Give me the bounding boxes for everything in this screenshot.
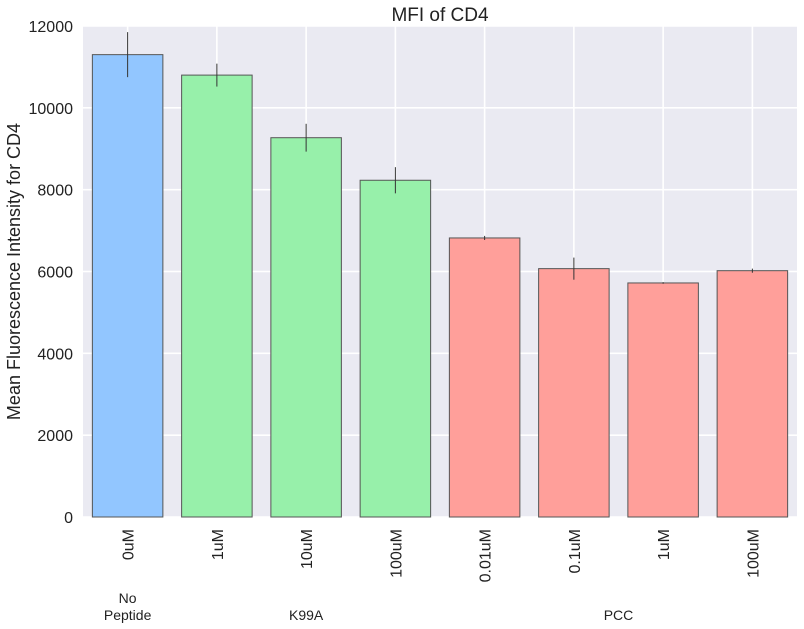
x-tick-label: 0.01uM [478, 529, 495, 582]
x-tick-label: 1uM [210, 529, 227, 560]
bar [270, 137, 342, 518]
bar [627, 282, 699, 518]
y-tick-label: 6000 [37, 265, 73, 282]
bars [91, 54, 789, 518]
error-bars [127, 32, 753, 284]
y-tick-label: 0 [64, 510, 73, 527]
x-tick-label: 0uM [121, 529, 138, 560]
group-label: Peptide [104, 607, 152, 623]
group-label: No [119, 590, 137, 606]
y-axis-ticks: 0 2000 4000 6000 8000 10000 12000 [29, 19, 74, 527]
x-tick-label: 0.1uM [567, 529, 584, 573]
bar [716, 270, 789, 518]
bar [448, 237, 521, 518]
group-label: PCC [604, 607, 634, 623]
y-axis-label: Mean Fluorescence Intensity for CD4 [4, 123, 24, 420]
x-tick-label: 100uM [745, 529, 762, 578]
y-tick-label: 4000 [37, 346, 73, 363]
x-axis-ticks: 0uM 1uM 10uM 100uM 0.01uM 0.1uM 1uM 100uM [121, 529, 763, 582]
x-tick-label: 1uM [656, 529, 673, 560]
y-tick-label: 2000 [37, 428, 73, 445]
x-tick-label: 10uM [299, 529, 316, 569]
y-tick-label: 8000 [37, 183, 73, 200]
y-tick-label: 10000 [29, 101, 74, 118]
y-tick-label: 12000 [29, 19, 74, 36]
bar [181, 74, 253, 518]
chart-title: MFI of CD4 [391, 5, 489, 26]
x-tick-label: 100uM [388, 529, 405, 578]
bar [91, 54, 164, 518]
bar [538, 268, 610, 518]
group-label: K99A [289, 607, 324, 623]
bar [359, 179, 432, 518]
